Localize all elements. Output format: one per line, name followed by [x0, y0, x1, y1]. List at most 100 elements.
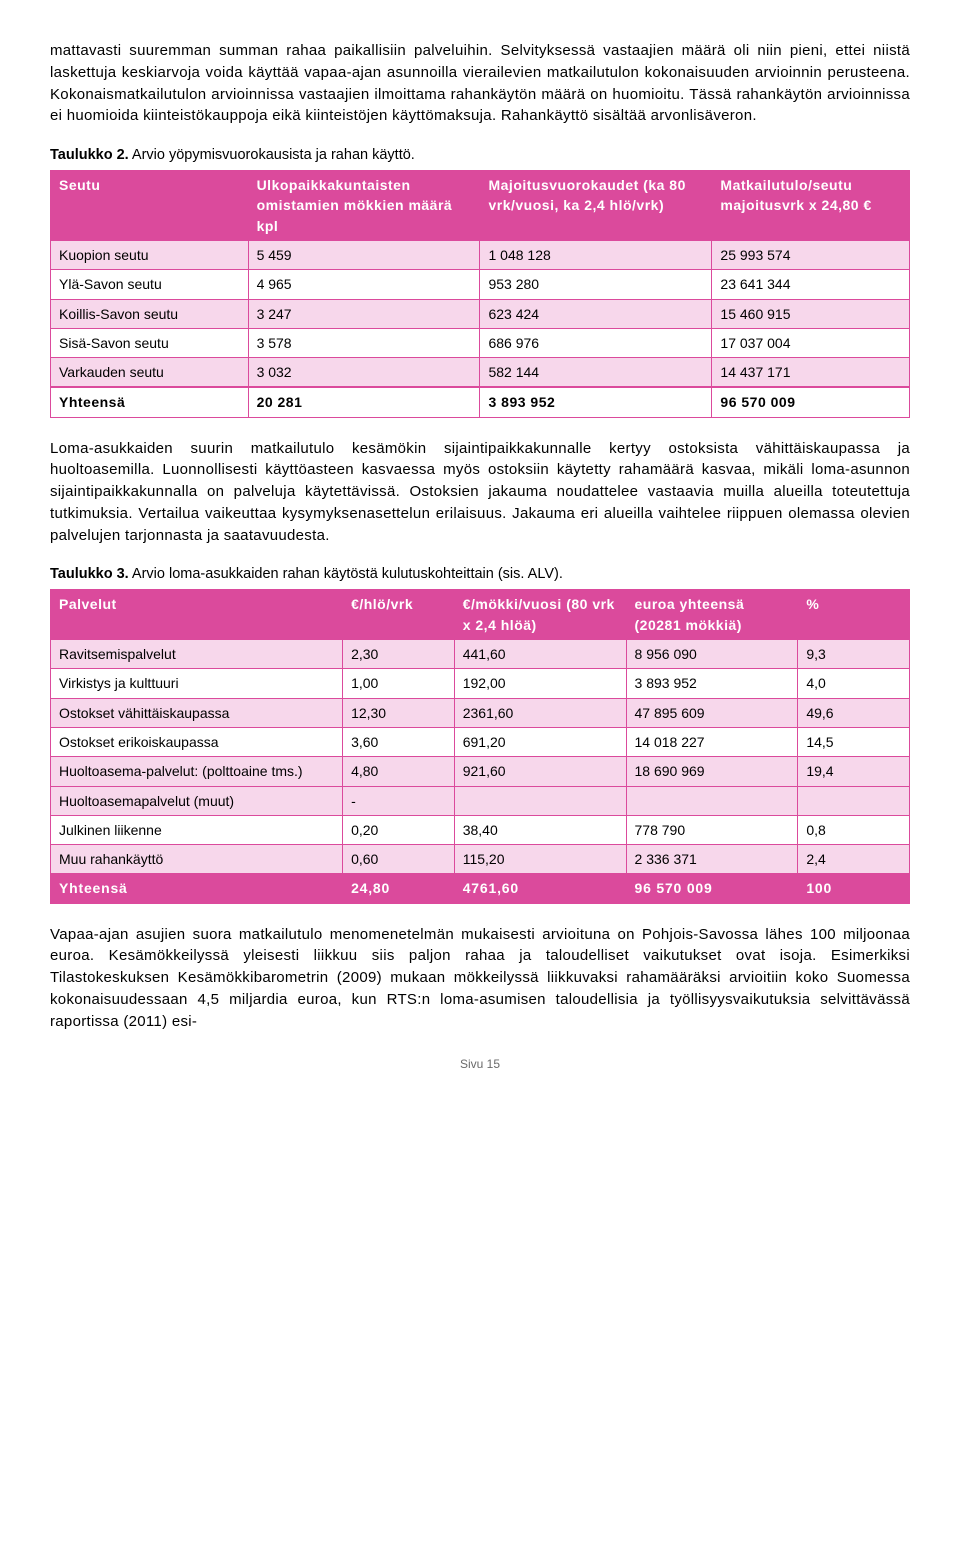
table2-header-cell: Matkailutulo/seutu majoitusvrk x 24,80 €: [712, 171, 910, 241]
table3-header-row: Palvelut €/hlö/vrk €/mökki/vuosi (80 vrk…: [51, 590, 910, 640]
cell: 3 893 952: [480, 387, 712, 417]
page-number: Sivu 15: [50, 1056, 910, 1073]
body-paragraph-3: Vapaa-ajan asujien suora matkailutulo me…: [50, 924, 910, 1033]
table3-header-cell: Palvelut: [51, 590, 343, 640]
table-row: Ylä-Savon seutu 4 965 953 280 23 641 344: [51, 270, 910, 299]
table-row: Koillis-Savon seutu 3 247 623 424 15 460…: [51, 299, 910, 328]
cell: [798, 786, 910, 815]
table3-header-cell: %: [798, 590, 910, 640]
cell: Muu rahankäyttö: [51, 845, 343, 874]
cell: Ylä-Savon seutu: [51, 270, 249, 299]
table2-total-row: Yhteensä 20 281 3 893 952 96 570 009: [51, 387, 910, 417]
cell: 96 570 009: [626, 874, 798, 903]
body-paragraph-2: Loma-asukkaiden suurin matkailutulo kesä…: [50, 438, 910, 547]
cell: Varkauden seutu: [51, 358, 249, 388]
cell: 19,4: [798, 757, 910, 786]
table-row: Kuopion seutu 5 459 1 048 128 25 993 574: [51, 240, 910, 269]
cell: Ostokset erikoiskaupassa: [51, 727, 343, 756]
table2-caption-label: Taulukko 2.: [50, 147, 129, 163]
cell: 4,0: [798, 669, 910, 698]
cell: 2,30: [343, 640, 455, 669]
cell: 8 956 090: [626, 640, 798, 669]
cell: 14 018 227: [626, 727, 798, 756]
cell: 953 280: [480, 270, 712, 299]
cell: 3 247: [248, 299, 480, 328]
cell: Yhteensä: [51, 387, 249, 417]
table2-header-cell: Majoitusvuorokaudet (ka 80 vrk/vuosi, ka…: [480, 171, 712, 241]
cell: [454, 786, 626, 815]
cell: 4,80: [343, 757, 455, 786]
cell: 3 893 952: [626, 669, 798, 698]
cell: 778 790: [626, 815, 798, 844]
table-row: Sisä-Savon seutu 3 578 686 976 17 037 00…: [51, 328, 910, 357]
cell: 49,6: [798, 698, 910, 727]
cell: Huoltoasemapalvelut (muut): [51, 786, 343, 815]
table-row: Varkauden seutu 3 032 582 144 14 437 171: [51, 358, 910, 388]
cell: Kuopion seutu: [51, 240, 249, 269]
cell: -: [343, 786, 455, 815]
table-row: Ravitsemispalvelut 2,30 441,60 8 956 090…: [51, 640, 910, 669]
cell: 686 976: [480, 328, 712, 357]
table-row: Ostokset vähittäiskaupassa 12,30 2361,60…: [51, 698, 910, 727]
cell: Julkinen liikenne: [51, 815, 343, 844]
cell: 4 965: [248, 270, 480, 299]
table3-caption-desc: Arvio loma-asukkaiden rahan käytöstä kul…: [129, 566, 563, 582]
cell: 3,60: [343, 727, 455, 756]
table3-header-cell: euroa yhteensä (20281 mökkiä): [626, 590, 798, 640]
cell: 100: [798, 874, 910, 903]
cell: 3 578: [248, 328, 480, 357]
cell: 3 032: [248, 358, 480, 388]
cell: 9,3: [798, 640, 910, 669]
table2: Seutu Ulkopaikkakuntaisten omistamien mö…: [50, 170, 910, 418]
cell: 96 570 009: [712, 387, 910, 417]
cell: Ostokset vähittäiskaupassa: [51, 698, 343, 727]
table-row: Virkistys ja kulttuuri 1,00 192,00 3 893…: [51, 669, 910, 698]
table2-caption: Taulukko 2. Arvio yöpymisvuorokausista j…: [50, 145, 910, 166]
cell: 5 459: [248, 240, 480, 269]
cell: 38,40: [454, 815, 626, 844]
table-row: Huoltoasemapalvelut (muut) -: [51, 786, 910, 815]
cell: 623 424: [480, 299, 712, 328]
cell: Koillis-Savon seutu: [51, 299, 249, 328]
table3-header-cell: €/hlö/vrk: [343, 590, 455, 640]
cell: 0,60: [343, 845, 455, 874]
cell: 2 336 371: [626, 845, 798, 874]
cell: 17 037 004: [712, 328, 910, 357]
cell: 18 690 969: [626, 757, 798, 786]
cell: Virkistys ja kulttuuri: [51, 669, 343, 698]
cell: Ravitsemispalvelut: [51, 640, 343, 669]
table2-header-cell: Ulkopaikkakuntaisten omistamien mökkien …: [248, 171, 480, 241]
cell: 691,20: [454, 727, 626, 756]
body-paragraph-1: mattavasti suuremman summan rahaa paikal…: [50, 40, 910, 127]
cell: 582 144: [480, 358, 712, 388]
table2-caption-desc: Arvio yöpymisvuorokausista ja rahan käyt…: [129, 147, 415, 163]
cell: 1 048 128: [480, 240, 712, 269]
table3-caption-label: Taulukko 3.: [50, 566, 129, 582]
cell: 115,20: [454, 845, 626, 874]
cell: 14,5: [798, 727, 910, 756]
table3-caption: Taulukko 3. Arvio loma-asukkaiden rahan …: [50, 564, 910, 585]
cell: Yhteensä: [51, 874, 343, 903]
cell: Sisä-Savon seutu: [51, 328, 249, 357]
cell: 12,30: [343, 698, 455, 727]
table-row: Huoltoasema-palvelut: (polttoaine tms.) …: [51, 757, 910, 786]
cell: 25 993 574: [712, 240, 910, 269]
table2-header-cell: Seutu: [51, 171, 249, 241]
table-row: Ostokset erikoiskaupassa 3,60 691,20 14 …: [51, 727, 910, 756]
cell: 23 641 344: [712, 270, 910, 299]
cell: 14 437 171: [712, 358, 910, 388]
table2-header-row: Seutu Ulkopaikkakuntaisten omistamien mö…: [51, 171, 910, 241]
cell: 15 460 915: [712, 299, 910, 328]
cell: 192,00: [454, 669, 626, 698]
table-row: Muu rahankäyttö 0,60 115,20 2 336 371 2,…: [51, 845, 910, 874]
cell: 24,80: [343, 874, 455, 903]
cell: 47 895 609: [626, 698, 798, 727]
cell: 441,60: [454, 640, 626, 669]
cell: Huoltoasema-palvelut: (polttoaine tms.): [51, 757, 343, 786]
cell: 0,20: [343, 815, 455, 844]
table-row: Julkinen liikenne 0,20 38,40 778 790 0,8: [51, 815, 910, 844]
table3-total-row: Yhteensä 24,80 4761,60 96 570 009 100: [51, 874, 910, 903]
cell: 20 281: [248, 387, 480, 417]
table3-header-cell: €/mökki/vuosi (80 vrk x 2,4 hlöä): [454, 590, 626, 640]
cell: 2,4: [798, 845, 910, 874]
